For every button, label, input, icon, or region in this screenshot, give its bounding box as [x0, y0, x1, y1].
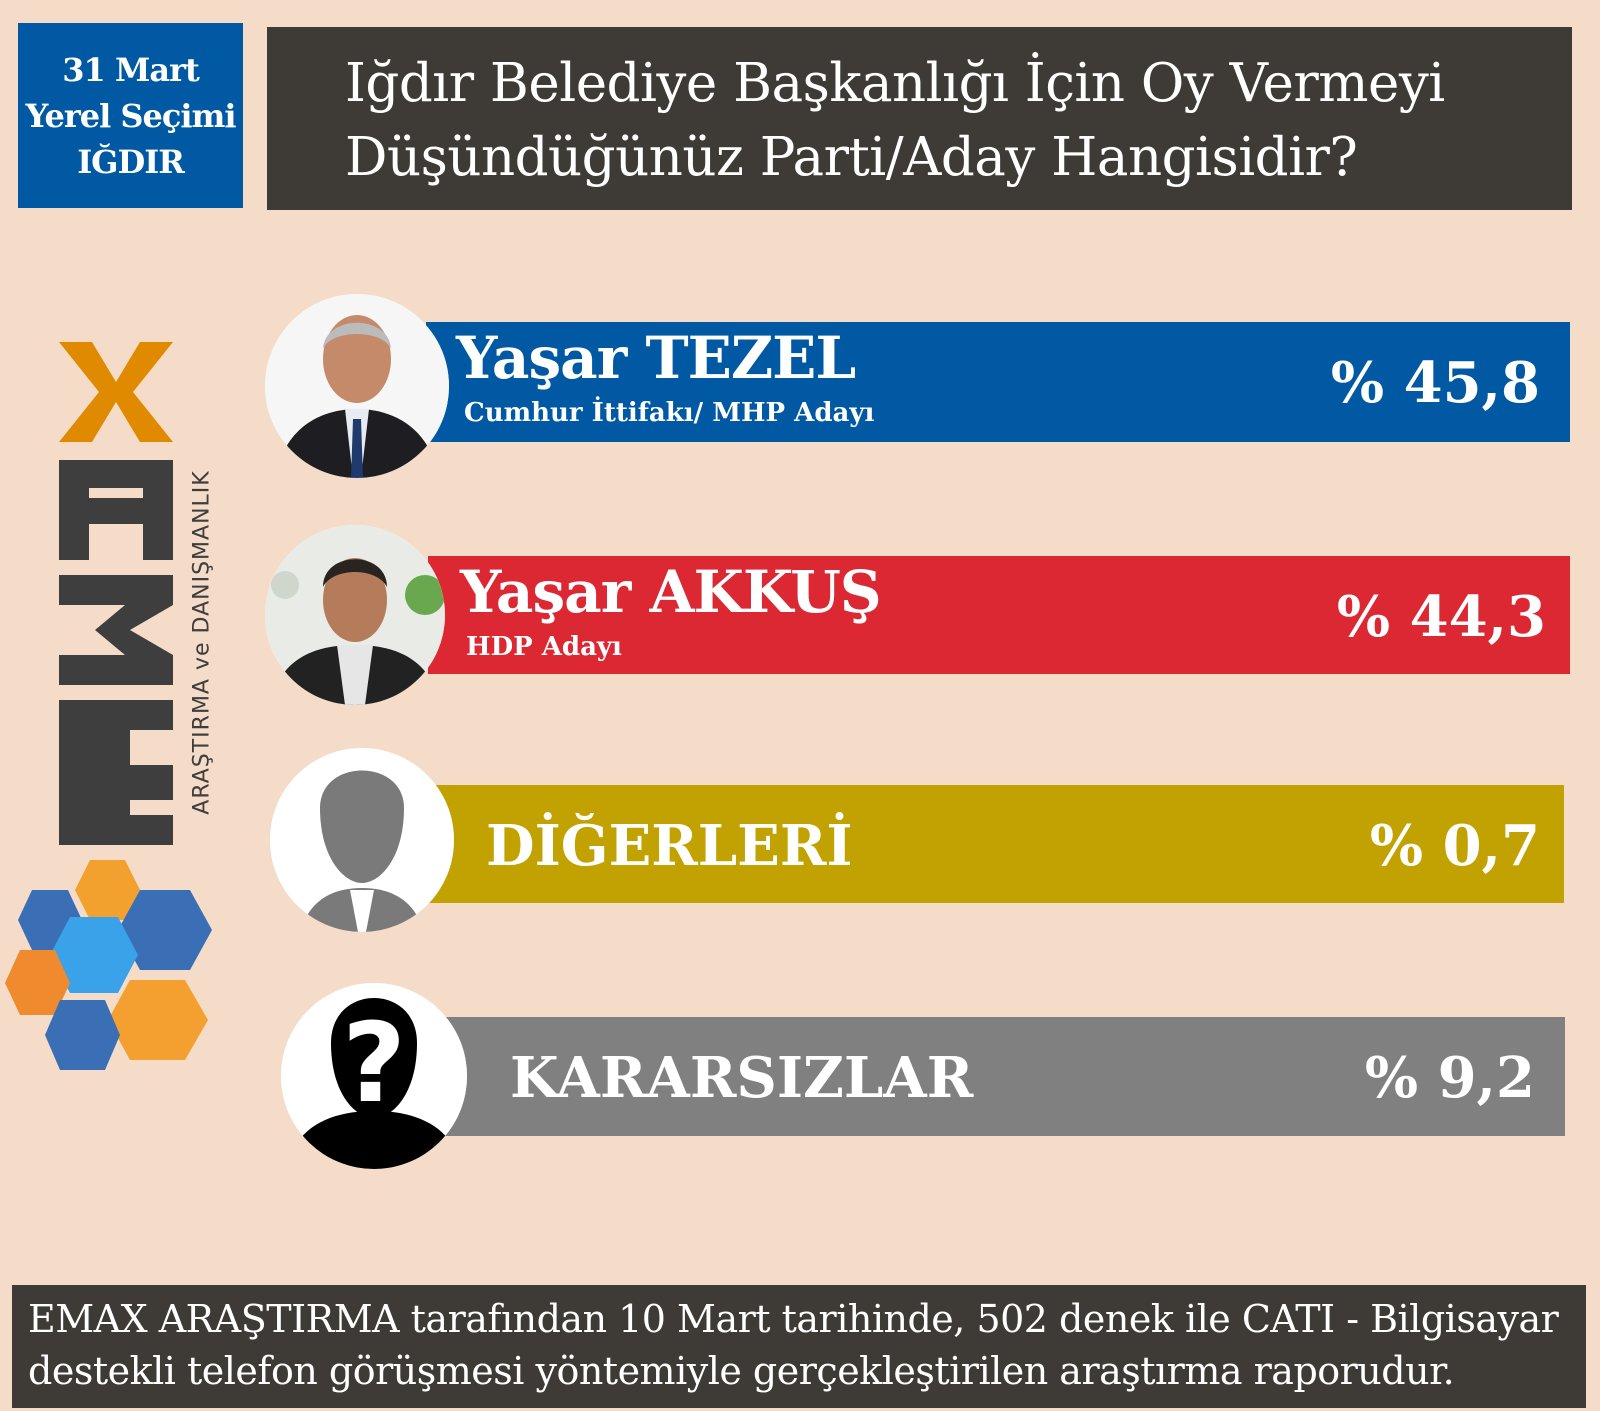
- bar-digerleri: DİĞERLERİ % 0,7: [428, 785, 1564, 903]
- bar-akkus: Yaşar AKKUŞ HDP Adayı % 44,3: [428, 556, 1570, 674]
- candidate-party: HDP Adayı: [466, 632, 622, 662]
- category-name: KARARSIZLAR: [510, 1045, 974, 1111]
- logo-subtitle: ARAŞTIRMA ve DANIŞMANLIK: [189, 470, 215, 815]
- emax-logo: [5, 342, 212, 1070]
- candidate-photo-akkus: [265, 525, 445, 705]
- candidate-photo-tezel: [265, 294, 449, 478]
- percent-label: % 0,7: [1369, 813, 1540, 879]
- person-photo-icon: [265, 525, 445, 705]
- bar-kararsizlar: KARARSIZLAR % 9,2: [438, 1017, 1565, 1136]
- title-line: Iğdır Belediye Başkanlığı İçin Oy Vermey…: [345, 53, 1445, 114]
- category-name: DİĞERLERİ: [486, 813, 853, 879]
- election-date-box: 31 Mart Yerel Seçimi IĞDIR: [18, 23, 243, 208]
- date-line: Yerel Seçimi: [25, 96, 236, 135]
- date-line: IĞDIR: [77, 142, 185, 181]
- logo-a-letter: [59, 460, 173, 560]
- person-photo-icon: [265, 294, 449, 478]
- chart-title: Iğdır Belediye Başkanlığı İçin Oy Vermey…: [267, 27, 1572, 210]
- candidate-name: Yaşar AKKUŞ: [460, 558, 882, 626]
- logo-hexagons: [5, 860, 212, 1070]
- logo-m-letter: [59, 575, 173, 685]
- silhouette-others: [270, 748, 454, 932]
- percent-label: % 44,3: [1336, 584, 1546, 650]
- candidate-party: Cumhur İttifakı/ MHP Adayı: [464, 398, 875, 428]
- bar-tezel: Yaşar TEZEL Cumhur İttifakı/ MHP Adayı %…: [426, 322, 1570, 442]
- percent-label: % 45,8: [1330, 350, 1540, 416]
- percent-label: % 9,2: [1364, 1045, 1535, 1111]
- candidate-name: Yaşar TEZEL: [456, 324, 856, 392]
- question-silhouette-icon: ?: [281, 983, 467, 1169]
- silhouette-undecided: ?: [281, 983, 467, 1169]
- footer-line: EMAX ARAŞTIRMA tarafından 10 Mart tarihi…: [28, 1297, 1559, 1341]
- logo-x-letter: [59, 342, 173, 442]
- svg-text:?: ?: [342, 999, 406, 1127]
- person-silhouette-icon: [270, 748, 454, 932]
- logo-e-letter: [59, 700, 173, 845]
- footer-line: destekli telefon görüşmesi yöntemiyle ge…: [28, 1349, 1455, 1393]
- title-line: Düşündüğünüz Parti/Aday Hangisidir?: [345, 127, 1358, 188]
- methodology-note: EMAX ARAŞTIRMA tarafından 10 Mart tarihi…: [12, 1285, 1586, 1408]
- date-line: 31 Mart: [62, 50, 199, 89]
